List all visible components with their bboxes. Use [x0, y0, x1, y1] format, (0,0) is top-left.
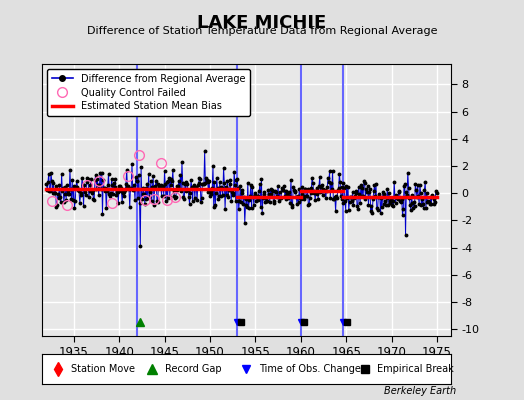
Text: Difference of Station Temperature Data from Regional Average: Difference of Station Temperature Data f… [87, 26, 437, 36]
Text: Empirical Break: Empirical Break [377, 364, 454, 374]
Legend: Difference from Regional Average, Quality Control Failed, Estimated Station Mean: Difference from Regional Average, Qualit… [47, 69, 250, 116]
Text: LAKE MICHIE: LAKE MICHIE [198, 14, 326, 32]
Text: Station Move: Station Move [71, 364, 135, 374]
Text: Record Gap: Record Gap [165, 364, 221, 374]
Text: Time of Obs. Change: Time of Obs. Change [258, 364, 361, 374]
Text: Berkeley Earth: Berkeley Earth [384, 386, 456, 396]
